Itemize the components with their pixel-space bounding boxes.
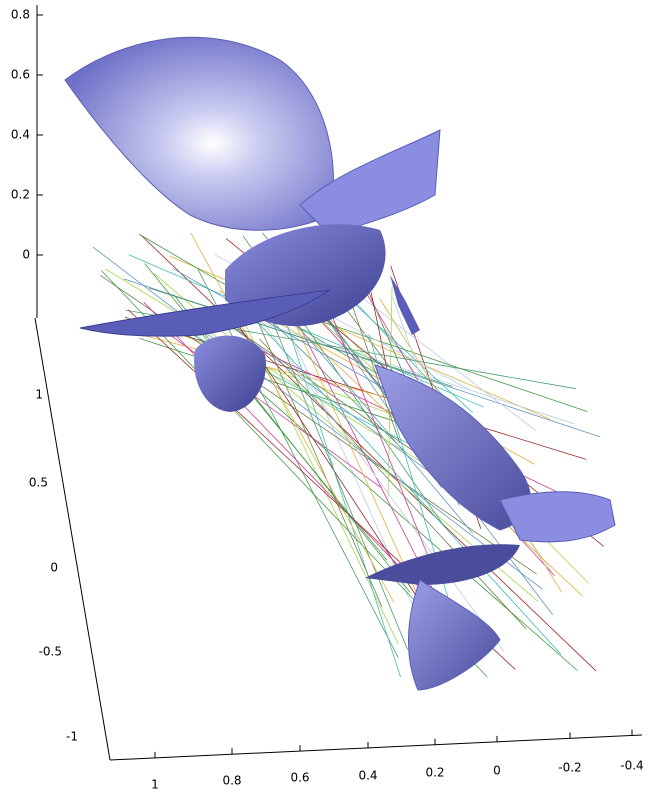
x-tick-label: 0.2: [425, 766, 444, 780]
y-tick-label: 1: [35, 388, 43, 402]
z-tick-label: 0: [22, 248, 30, 262]
z-tick-label: 0.6: [11, 68, 30, 82]
x-tick-label: 0.6: [290, 771, 309, 785]
axes-lines: [34, 5, 643, 761]
y-tick-label: 0.5: [29, 476, 48, 490]
correspondence-line: [319, 283, 434, 569]
y-tick-label: 0: [50, 561, 58, 575]
correspondence-line: [197, 268, 399, 659]
correspondence-line: [243, 307, 562, 655]
correspondence-line: [124, 316, 587, 460]
z-tick-label: 0.4: [11, 128, 30, 142]
lower-bird: [365, 364, 616, 691]
upper-bird: [64, 36, 441, 412]
correspondence-line: [237, 275, 383, 608]
correspondence-line: [105, 268, 434, 470]
tick-labels: 0.8 0.6 0.4 0.2 0 1 0.5 0 -0.5 -1 1 0.8 0.6 0.4 0.2 0 -0…: [11, 8, 644, 792]
correspondence-line: [190, 232, 395, 603]
z-tick-label: 0.2: [11, 188, 30, 202]
x-tick-label: -0.4: [620, 759, 643, 773]
correspondence-line: [141, 235, 597, 672]
x-tick-label: 0: [493, 764, 501, 778]
y-tick-label: -0.5: [39, 645, 62, 659]
correspondence-line: [253, 276, 409, 650]
correspondence-line: [143, 302, 434, 603]
correspondence-line: [256, 320, 575, 425]
x-tick-label: 0.4: [358, 769, 377, 783]
correspondence-line: [128, 254, 484, 408]
correspondence-line: [92, 246, 543, 590]
x-tick-label: -0.2: [558, 761, 581, 775]
x-tick-label: 1: [151, 778, 159, 792]
correspondence-line: [259, 338, 527, 630]
z-tick-label: 0.8: [11, 8, 30, 22]
y-tick-label: -1: [66, 730, 78, 744]
correspondence-line: [225, 271, 505, 653]
x-tick-label: 0.8: [222, 774, 241, 788]
